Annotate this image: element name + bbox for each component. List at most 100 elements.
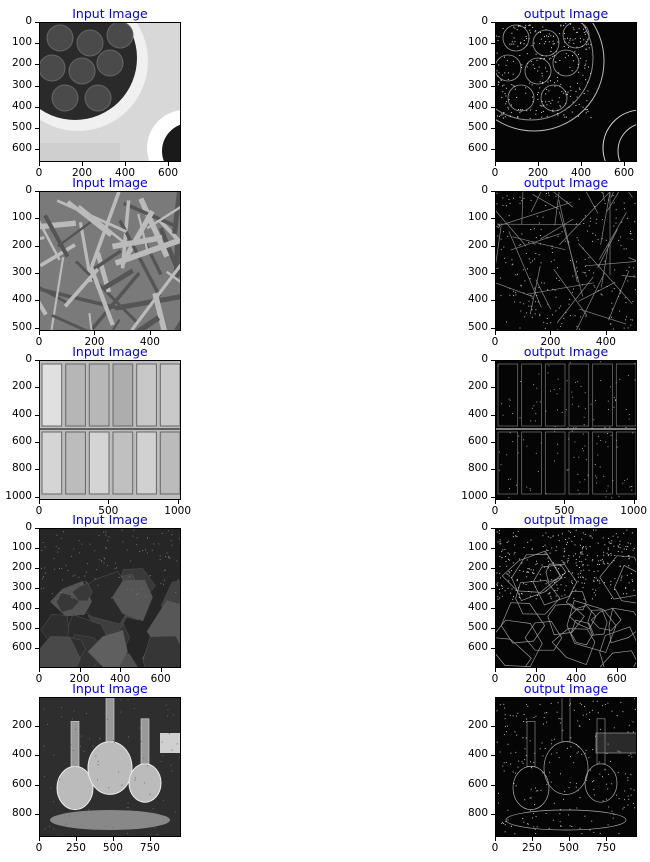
x-tick-mark (112, 837, 114, 841)
rocks-image (40, 529, 180, 667)
image-plot-area (495, 360, 637, 500)
y-tick-label: 100 (11, 211, 32, 224)
y-tick-mark (491, 149, 495, 151)
y-tick-mark (491, 469, 495, 471)
y-tick-label: 0 (25, 184, 32, 196)
y-tick-mark (35, 106, 39, 108)
x-tick-label: 500 (98, 505, 119, 517)
x-tick-label: 600 (150, 673, 171, 685)
y-tick-label: 600 (467, 641, 488, 653)
y-tick-mark (35, 149, 39, 151)
y-tick-mark (35, 608, 39, 609)
x-tick-mark (495, 837, 496, 841)
y-tick-mark (491, 813, 495, 815)
input-image-panel-3: Input Image 0 200 400 600 800 1000 0 500 1000 (5, 344, 191, 517)
y-tick-mark (491, 648, 495, 649)
y-tick-mark (35, 414, 39, 416)
y-tick-mark (491, 628, 495, 629)
y-tick-mark (491, 755, 495, 757)
output-image-panel-5: output Image 200 400 600 800 0 250 500 750 (468, 681, 637, 854)
input-image-panel-4: Input Image 0 100 200 300 400 500 600 0 200 400 600 (12, 512, 181, 685)
y-tick-label: 600 (11, 777, 32, 790)
y-tick-mark (35, 726, 39, 728)
panel-title: Input Image (72, 512, 148, 527)
y-tick-mark (35, 528, 39, 529)
y-tick-label: 300 (467, 266, 488, 279)
y-tick-mark (491, 496, 495, 498)
y-tick-label: 100 (11, 36, 32, 49)
y-tick-label: 300 (467, 78, 488, 91)
x-tick-mark (149, 331, 151, 335)
y-tick-mark (491, 64, 495, 66)
x-tick-label: 200 (71, 167, 93, 179)
x-tick-mark (605, 331, 607, 335)
image-plot-area (495, 191, 637, 331)
y-tick-label: 1000 (5, 489, 32, 502)
y-tick-label: 500 (467, 121, 488, 134)
image-plot-area (495, 697, 637, 837)
y-tick-label: 0 (481, 184, 488, 196)
x-tick-mark (535, 668, 537, 672)
output-image-panel-3: output Image 0 200 400 600 800 1000 0 500 1000 (461, 344, 647, 517)
x-tick-mark (624, 162, 626, 166)
y-tick-label: 400 (467, 748, 488, 761)
x-tick-label: 600 (614, 167, 635, 179)
y-tick-mark (35, 588, 39, 589)
y-tick-label: 0 (481, 353, 488, 365)
y-tick-mark (35, 327, 39, 329)
y-tick-mark (491, 726, 495, 728)
y-tick-mark (491, 588, 495, 589)
y-tick-mark (35, 755, 39, 757)
x-tick-mark (581, 162, 583, 166)
y-tick-label: 200 (11, 238, 32, 251)
x-tick-mark (605, 837, 607, 841)
x-tick-label: 0 (491, 336, 499, 348)
x-tick-mark (495, 162, 496, 166)
y-tick-label: 600 (11, 435, 32, 448)
input-image-panel-1: Input Image 0 100 200 300 400 500 600 0 200 400 600 (12, 6, 181, 179)
x-tick-mark (177, 500, 179, 504)
y-tick-mark (35, 548, 39, 549)
x-tick-label: 400 (566, 673, 587, 685)
x-tick-label: 200 (69, 673, 90, 685)
y-tick-mark (35, 85, 39, 87)
panel-title: Input Image (72, 175, 148, 190)
y-tick-label: 500 (11, 320, 32, 333)
y-tick-mark (35, 22, 39, 23)
y-tick-label: 300 (467, 581, 488, 593)
y-tick-label: 200 (467, 57, 488, 70)
y-tick-label: 100 (467, 36, 488, 49)
y-tick-mark (491, 85, 495, 87)
panel-title: output Image (523, 175, 609, 190)
y-tick-mark (35, 784, 39, 786)
x-tick-label: 0 (491, 673, 499, 685)
y-tick-label: 600 (11, 142, 32, 155)
panel-title: output Image (523, 681, 609, 696)
x-tick-label: 0 (491, 505, 499, 517)
x-tick-mark (576, 668, 578, 672)
image-plot-area (39, 22, 181, 162)
panel-title: output Image (523, 6, 609, 21)
y-tick-mark (35, 568, 39, 569)
x-tick-mark (82, 162, 84, 166)
x-tick-mark (564, 500, 566, 504)
y-tick-mark (35, 64, 39, 66)
x-tick-mark (538, 162, 540, 166)
y-tick-mark (35, 496, 39, 498)
x-tick-label: 0 (35, 336, 43, 348)
x-tick-mark (39, 331, 40, 335)
x-tick-mark (125, 162, 127, 166)
y-tick-label: 300 (11, 266, 32, 279)
x-tick-label: 400 (595, 336, 616, 348)
y-tick-label: 400 (11, 99, 32, 112)
x-tick-mark (39, 162, 40, 166)
y-tick-label: 100 (11, 541, 32, 553)
y-tick-label: 0 (25, 15, 32, 27)
y-tick-mark (491, 442, 495, 444)
x-tick-mark (616, 668, 618, 672)
y-tick-label: 100 (467, 211, 488, 224)
y-tick-label: 200 (467, 238, 488, 251)
y-tick-mark (491, 218, 495, 220)
panel-title: Input Image (72, 344, 148, 359)
x-tick-mark (79, 668, 81, 672)
